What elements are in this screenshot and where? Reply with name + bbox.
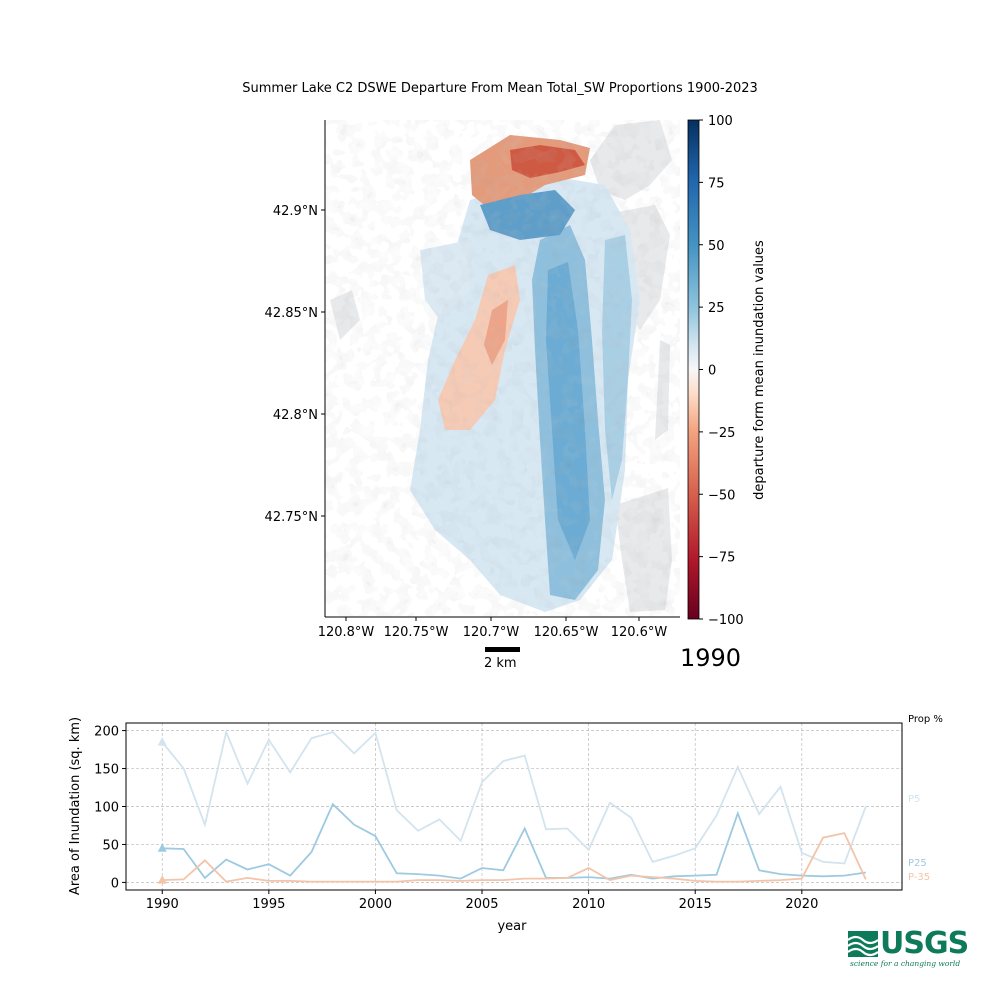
- chart-x-ticks: 1990 1995 2000 2005 2010 2015 2020: [146, 890, 818, 912]
- x-tick-label: 1990: [146, 897, 179, 912]
- legend-labels: P5 P25 P-35: [908, 794, 930, 883]
- lon-tick-label: 120.7°W: [463, 625, 520, 640]
- current-year-label: 1990: [680, 644, 742, 672]
- map-lat-ticks: 42.9°N 42.85°N 42.8°N 42.75°N: [265, 204, 325, 525]
- map-panel: 42.9°N 42.85°N 42.8°N 42.75°N 120.8°W 120.75…: [265, 120, 680, 652]
- lat-tick-label: 42.75°N: [265, 510, 318, 525]
- y-tick-label: 100: [94, 801, 119, 816]
- legend-title: Prop %: [908, 714, 943, 725]
- colorbar-tick-label: −100: [708, 613, 744, 628]
- colorbar: 100 75 50 25 0 −25 −50 −75 −100 departure form m…: [687, 114, 767, 628]
- lon-tick-label: 120.6°W: [611, 625, 668, 640]
- y-tick-label: 150: [94, 763, 119, 778]
- x-tick-label: 1995: [252, 897, 285, 912]
- usgs-wave-icon: [848, 931, 879, 957]
- map-lon-ticks: 120.8°W 120.75°W 120.7°W 120.65°W 120.6°W: [318, 617, 668, 640]
- y-tick-label: 50: [102, 838, 119, 853]
- x-tick-label: 2010: [572, 897, 605, 912]
- current-year-marker-p25: [157, 843, 167, 852]
- chart-series: [161, 729, 867, 883]
- scale-bar: [485, 647, 520, 652]
- colorbar-tick-label: 25: [708, 301, 725, 316]
- usgs-tagline: science for a changing world: [850, 959, 961, 968]
- current-year-marker-p-35: [157, 875, 167, 884]
- x-tick-label: 2020: [785, 897, 818, 912]
- y-tick-label: 200: [94, 725, 119, 740]
- colorbar-tick-label: −50: [708, 488, 735, 503]
- legend-label-p25: P25: [908, 858, 927, 869]
- lat-tick-label: 42.9°N: [273, 204, 318, 219]
- chart-x-label: year: [497, 919, 527, 934]
- lon-tick-label: 120.65°W: [534, 625, 599, 640]
- chart-current-year-markers: [157, 736, 167, 884]
- colorbar-tick-label: 75: [708, 176, 725, 191]
- current-year-marker-p5: [157, 736, 167, 746]
- chart-y-label: Area of Inundation (sq. km): [68, 717, 83, 895]
- legend-label-p5: P5: [908, 794, 920, 805]
- lon-tick-label: 120.75°W: [384, 625, 449, 640]
- colorbar-tick-label: −75: [708, 551, 735, 566]
- x-tick-label: 2015: [679, 897, 712, 912]
- lat-tick-label: 42.85°N: [265, 306, 318, 321]
- series-line-p-35: [162, 832, 867, 883]
- colorbar-tick-label: 0: [708, 364, 716, 379]
- colorbar-tick-label: −25: [708, 426, 735, 441]
- lat-tick-label: 42.8°N: [273, 408, 318, 423]
- colorbar-tick-label: 100: [708, 114, 733, 129]
- colorbar-label: departure form mean inundation values: [752, 240, 767, 500]
- x-tick-label: 2005: [465, 897, 498, 912]
- legend-label-p-35: P-35: [908, 872, 930, 883]
- figure-title: Summer Lake C2 DSWE Departure From Mean …: [242, 81, 758, 96]
- time-series-chart: 1990 1995 2000 2005 2010 2015 2020 0 50 100 150 20…: [68, 714, 943, 934]
- x-tick-label: 2000: [359, 897, 392, 912]
- series-line-p5: [161, 729, 867, 865]
- chart-y-ticks: 0 50 100 150 200: [94, 725, 126, 891]
- lon-tick-label: 120.8°W: [318, 625, 375, 640]
- scale-bar-label: 2 km: [484, 656, 517, 671]
- usgs-wordmark: USGS: [880, 926, 969, 961]
- y-tick-label: 0: [111, 876, 119, 891]
- colorbar-tick-label: 50: [708, 239, 725, 254]
- series-line-p25: [162, 802, 866, 880]
- colorbar-ticks: 100 75 50 25 0 −25 −50 −75 −100: [699, 114, 744, 628]
- chart-grid: [126, 723, 902, 890]
